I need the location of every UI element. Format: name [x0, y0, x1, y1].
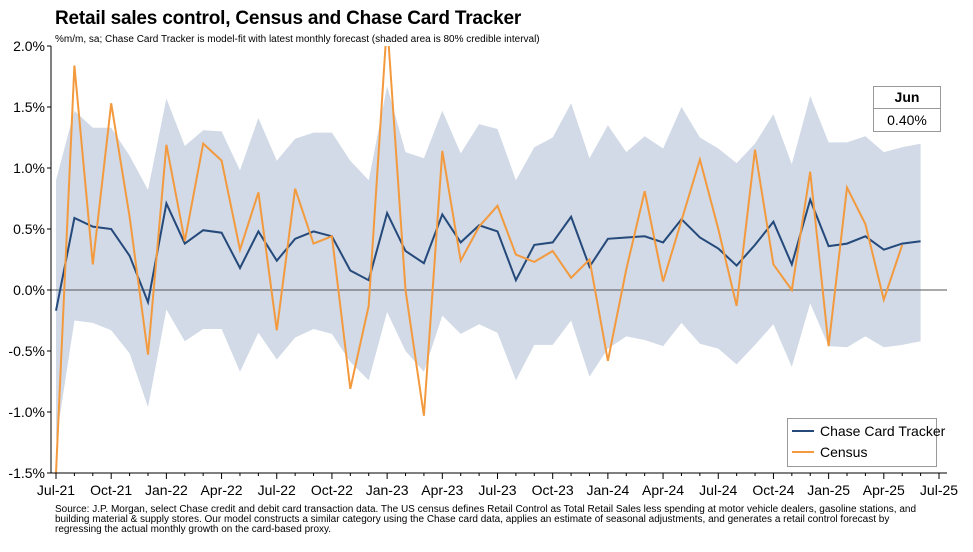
latest-forecast-callout: Jun 0.40%: [873, 86, 941, 132]
callout-month: Jun: [874, 87, 940, 109]
legend-label-tracker: Chase Card Tracker: [820, 423, 946, 439]
x-tick-label: Apr-22: [201, 482, 243, 498]
chart-legend: Chase Card Tracker Census: [787, 418, 945, 467]
legend-item-tracker: Chase Card Tracker: [792, 422, 945, 440]
legend-swatch-tracker: [792, 430, 814, 432]
x-tick-label: Jul-23: [478, 482, 516, 498]
legend-swatch-census: [792, 451, 814, 453]
x-tick-label: Jul-22: [258, 482, 296, 498]
x-tick-label: Jul-24: [699, 482, 737, 498]
chart-subtitle: %m/m, sa; Chase Card Tracker is model-fi…: [55, 34, 540, 45]
x-tick-label: Apr-24: [642, 482, 684, 498]
y-tick-label: -1.5%: [8, 465, 45, 481]
y-tick-label: 1.5%: [13, 99, 45, 115]
x-tick-label: Jul-21: [37, 482, 75, 498]
x-tick-label: Oct-22: [311, 482, 353, 498]
x-tick-label: Apr-23: [421, 482, 463, 498]
y-tick-label: 2.0%: [13, 38, 45, 54]
x-tick-label: Oct-24: [752, 482, 794, 498]
census-line: [55, 46, 904, 473]
y-tick-label: 1.0%: [13, 160, 45, 176]
x-tick-label: Jan-25: [807, 482, 850, 498]
x-tick-label: Oct-21: [90, 482, 132, 498]
callout-value: 0.40%: [887, 112, 927, 128]
x-tick-label: Jan-24: [586, 482, 629, 498]
legend-label-census: Census: [820, 444, 868, 460]
legend-item-census: Census: [792, 443, 867, 461]
x-tick-label: Jan-23: [366, 482, 409, 498]
chart-title: Retail sales control, Census and Chase C…: [55, 8, 522, 29]
x-tick-label: Oct-23: [532, 482, 574, 498]
y-tick-label: -0.5%: [8, 343, 45, 359]
y-tick-label: 0.5%: [13, 221, 45, 237]
tracker-line: [55, 196, 921, 311]
x-tick-label: Apr-25: [863, 482, 905, 498]
x-tick-label: Jul-25: [920, 482, 958, 498]
y-tick-label: -1.0%: [8, 404, 45, 420]
y-tick-label: 0.0%: [13, 282, 45, 298]
x-tick-label: Jan-22: [145, 482, 188, 498]
source-note: Source: J.P. Morgan, select Chase credit…: [55, 504, 917, 535]
